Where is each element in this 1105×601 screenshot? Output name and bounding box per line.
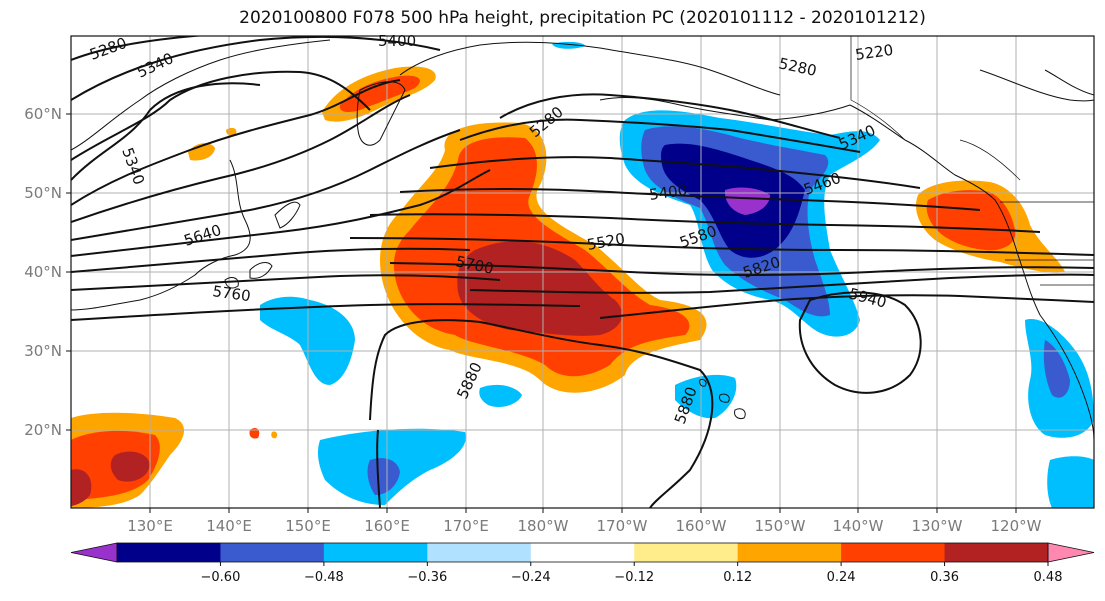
lon-label: 160°W <box>676 517 727 535</box>
lon-label: 130°E <box>127 517 173 535</box>
contour-label: 5400 <box>648 181 688 204</box>
lon-label: 170°W <box>597 517 648 535</box>
colorbar <box>70 542 1095 563</box>
contour-label: 5340 <box>134 49 176 81</box>
anomaly-philippine-darkred <box>110 451 150 482</box>
colorbar-tick-label: −0.12 <box>614 570 654 585</box>
lat-label: 40°N <box>24 263 62 281</box>
colorbar-tick-label: −0.24 <box>511 570 551 585</box>
colorbar-tick-label: −0.60 <box>201 570 241 585</box>
colorbar-segment <box>737 543 842 562</box>
colorbar-segment <box>634 543 739 562</box>
colorbar-tick-label: 0.12 <box>723 570 752 585</box>
colorbar-labels: −0.60 −0.48 −0.36 −0.24 −0.12 0.12 0.24 0.36 0.4… <box>201 562 1063 585</box>
anomaly-south-royal <box>367 458 400 495</box>
colorbar-segment <box>530 543 635 562</box>
contour-label: 5640 <box>182 221 224 250</box>
anomaly-tiny-2 <box>271 431 278 439</box>
lon-label: 150°W <box>755 517 806 535</box>
gridlines <box>71 36 1094 508</box>
anomaly-mid-blue <box>479 384 522 407</box>
contour-label: 5280 <box>526 103 567 141</box>
anomaly-hawaii-blue <box>675 374 737 419</box>
lon-label: 130°W <box>912 517 963 535</box>
lon-label: 140°E <box>206 517 252 535</box>
contour-label: 5280 <box>87 34 129 64</box>
contour-label: 5520 <box>586 230 627 254</box>
colorbar-segment <box>841 543 946 562</box>
anomaly-uswest-red <box>926 190 1016 251</box>
longitude-labels: 130°E 140°E 150°E 160°E 170°E 180°W 170°… <box>127 517 1041 535</box>
anomaly-okhotsk-red <box>339 75 420 113</box>
borders <box>850 36 1094 286</box>
lon-label: 120°W <box>991 517 1042 535</box>
colorbar-segment <box>944 543 1049 562</box>
lon-label: 180°W <box>518 517 569 535</box>
lat-label: 50°N <box>24 184 62 202</box>
colorbar-extend-high <box>1047 542 1095 563</box>
contour-label: 5280 <box>777 54 818 80</box>
contour-label: 5340 <box>118 145 148 187</box>
colorbar-tick-label: 0.48 <box>1034 570 1063 585</box>
anomaly-philippine-darkred-2 <box>71 469 92 506</box>
lon-label: 160°E <box>364 517 410 535</box>
lat-label: 30°N <box>24 342 62 360</box>
lat-label: 60°N <box>24 105 62 123</box>
precip-shading <box>71 41 1094 508</box>
latitude-labels: 60°N 50°N 40°N 30°N 20°N <box>24 105 62 439</box>
colorbar-extend-low <box>70 542 118 563</box>
colorbar-segment <box>323 543 428 562</box>
contour-label: 5400 <box>378 32 416 50</box>
tick-marks <box>66 113 1017 513</box>
anomaly-pacific-darkred <box>457 241 623 336</box>
colorbar-frame <box>116 542 1049 563</box>
anomaly-pacific-se-blue <box>1047 456 1094 508</box>
height-contours <box>71 36 1094 508</box>
map-title: 2020100800 F078 500 hPa height, precipit… <box>239 8 926 28</box>
contour-label: 5760 <box>211 282 251 305</box>
colorbar-segment <box>220 543 325 562</box>
contour-label: 5220 <box>854 41 894 64</box>
colorbar-tick-label: −0.48 <box>304 570 344 585</box>
colorbar-tick-label: 0.36 <box>930 570 959 585</box>
colorbar-tick-label: 0.24 <box>827 570 856 585</box>
anomaly-alaska-purple <box>724 187 770 215</box>
lon-label: 150°E <box>285 517 331 535</box>
colorbar-segment <box>427 543 532 562</box>
anomaly-tiny-1 <box>249 427 260 439</box>
colorbar-tick-label: −0.36 <box>407 570 447 585</box>
lat-label: 20°N <box>24 421 62 439</box>
lon-label: 170°E <box>443 517 489 535</box>
colorbar-segment <box>117 543 221 562</box>
lon-label: 140°W <box>833 517 884 535</box>
anomaly-mexico-royal <box>1043 340 1070 398</box>
